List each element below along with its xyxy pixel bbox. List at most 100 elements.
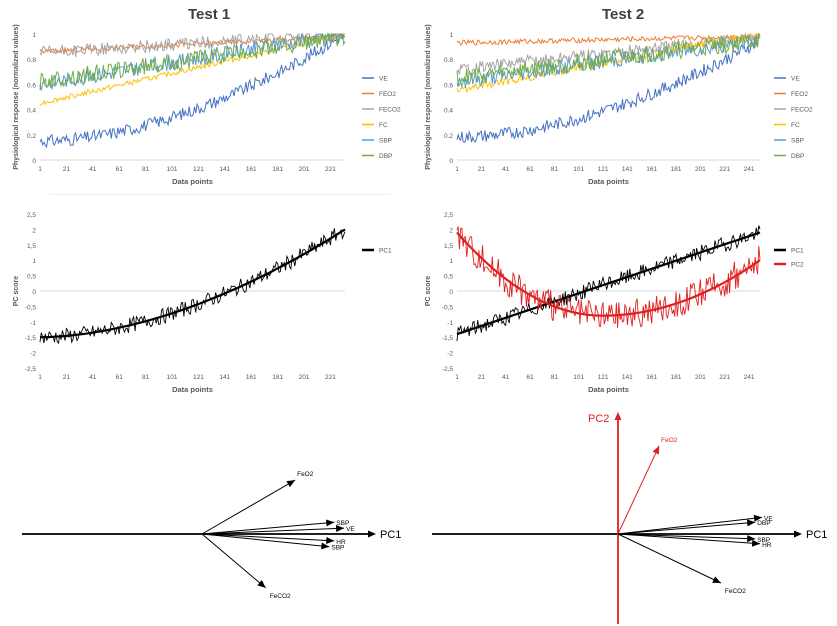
series-line-ve	[39, 32, 346, 149]
x-tick-label: 181	[272, 166, 283, 173]
loading-label-feo2: FeO2	[297, 471, 314, 478]
pc2-axis-arrowhead	[614, 412, 622, 420]
y-axis-label: Physiological response (normalized value…	[13, 24, 20, 170]
loading-vector-ve	[617, 516, 763, 535]
y-tick-label: 1	[449, 32, 453, 39]
test1-title: Test 1	[188, 6, 231, 23]
trendline-pc1	[39, 228, 346, 339]
y-tick-label: 2	[449, 227, 453, 234]
legend-label-ve: VE	[379, 76, 388, 83]
loading-label-sbp: SBP	[336, 520, 349, 527]
x-tick-label: 21	[63, 166, 71, 173]
x-tick-label: 201	[695, 166, 706, 173]
loading-vector-feo2	[617, 445, 660, 535]
x-tick-label: 221	[719, 166, 730, 173]
y-tick-label: 0	[449, 289, 453, 296]
x-tick-label: 1	[455, 166, 459, 173]
y-tick-label: -1	[447, 320, 453, 327]
series-line-pc1	[39, 228, 346, 345]
legend-label-fc: FC	[379, 122, 388, 129]
x-tick-label: 41	[502, 374, 510, 381]
loading-vector-hr	[617, 533, 761, 545]
loading-vector-feco2	[617, 533, 722, 584]
loading-vector-sbp	[201, 521, 335, 535]
x-tick-label: 161	[646, 166, 657, 173]
x-tick-label: 101	[167, 374, 178, 381]
x-tick-label: 161	[646, 374, 657, 381]
x-tick-label: 121	[598, 374, 609, 381]
y-tick-label: 0.2	[444, 133, 453, 140]
x-tick-label: 141	[219, 374, 230, 381]
legend-label-feo2: FEO2	[379, 91, 396, 98]
loading-arrowhead-hr	[326, 536, 335, 544]
loading-label-feo2: FeO2	[661, 437, 678, 444]
y-tick-label: 0.8	[27, 57, 36, 64]
series-line-feo2	[456, 33, 761, 46]
y-tick-label: 1,5	[444, 243, 453, 250]
x-tick-label: 61	[116, 374, 124, 381]
x-tick-label: 41	[89, 166, 97, 173]
y-tick-label: 1	[32, 32, 36, 39]
series-line-pc1	[456, 225, 761, 342]
loading-label-feco2: FeCO2	[725, 588, 746, 595]
y-tick-label: -1	[30, 320, 36, 327]
legend-label-dbp: DBP	[379, 153, 392, 160]
x-tick-label: 61	[526, 374, 534, 381]
x-tick-label: 81	[142, 374, 150, 381]
loading-label-ve: VE	[346, 526, 355, 533]
loading-arrowhead-ve	[335, 524, 345, 532]
y-tick-label: 0.6	[27, 82, 36, 89]
y-tick-label: -2	[30, 351, 36, 358]
x-tick-label: 81	[142, 166, 150, 173]
x-tick-label: 81	[551, 166, 559, 173]
x-axis-label: Data points	[588, 385, 629, 394]
y-tick-label: 0.2	[27, 133, 36, 140]
loading-label-feco2: FeCO2	[270, 593, 291, 600]
t1-physio-chart: 00.20.40.60.811 21 41 61 81 101 121 141 161 181 20…	[13, 24, 401, 186]
loading-arrowhead-dbp	[746, 519, 756, 527]
y-tick-label: -2,5	[25, 366, 37, 373]
legend-label-ve: VE	[791, 76, 800, 83]
legend-label-feco2: FECO2	[379, 107, 401, 114]
x-tick-label: 181	[671, 166, 682, 173]
x-tick-label: 221	[325, 374, 336, 381]
x-tick-label: 101	[167, 166, 178, 173]
x-axis-label: Data points	[172, 177, 213, 186]
legend-label-pc1: PC1	[791, 248, 804, 255]
x-tick-label: 141	[622, 166, 633, 173]
loading-vector-ve	[201, 527, 345, 535]
x-tick-label: 201	[299, 166, 310, 173]
pc1-axis-label: PC1	[380, 529, 401, 541]
loading-label-sbp: SBP	[331, 545, 344, 552]
test2-title: Test 2	[602, 6, 645, 23]
x-tick-label: 121	[598, 166, 609, 173]
loading-arrowhead-feo2	[652, 445, 660, 455]
loading-label-sbp: SBP	[757, 537, 770, 544]
loading-arrowhead-sbp	[326, 519, 335, 527]
x-tick-label: 161	[246, 166, 257, 173]
x-tick-label: 21	[63, 374, 71, 381]
t2-pc-chart: -2,5-2-1,5-1-0,500,511,522,51 21 41 61 81 101…	[425, 212, 804, 394]
x-tick-label: 41	[89, 374, 97, 381]
y-tick-label: 0.4	[27, 108, 36, 115]
y-tick-label: -1,5	[442, 335, 454, 342]
y-tick-label: -2	[447, 351, 453, 358]
x-tick-label: 61	[526, 166, 534, 173]
loading-arrowhead-ve	[753, 514, 763, 522]
y-tick-label: -0,5	[442, 304, 454, 311]
y-axis-label: Physiological response (normalized value…	[425, 24, 432, 170]
separator	[50, 194, 390, 195]
x-tick-label: 201	[299, 374, 310, 381]
x-tick-label: 21	[478, 166, 486, 173]
pc1-axis-arrowhead	[794, 530, 802, 538]
loading-vector-hr	[201, 533, 335, 542]
x-tick-label: 221	[719, 374, 730, 381]
x-tick-label: 181	[671, 374, 682, 381]
x-tick-label: 221	[325, 166, 336, 173]
legend-label-feco2: FECO2	[791, 107, 813, 114]
x-tick-label: 81	[551, 374, 559, 381]
y-tick-label: 0,5	[27, 274, 36, 281]
legend-label-dbp: DBP	[791, 153, 804, 160]
